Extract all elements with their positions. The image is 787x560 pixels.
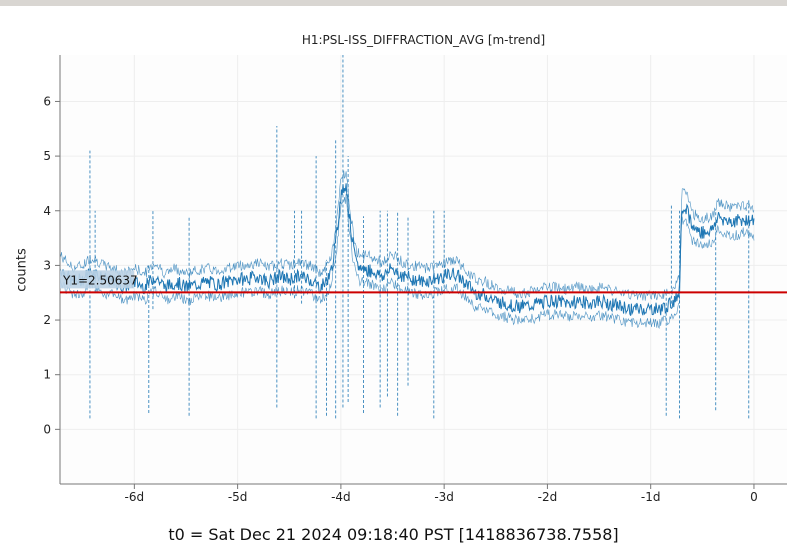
trace-mean-line: [59, 183, 755, 316]
grid-layer: [60, 55, 787, 484]
t0-reference-time: t0 = Sat Dec 21 2024 09:18:40 PST [14188…: [168, 525, 619, 544]
x-tick-label: -4d: [331, 490, 351, 504]
y-tick-label: 1: [43, 368, 51, 382]
trace-max-line: [59, 170, 755, 301]
window-top-strip: [0, 0, 787, 6]
x-tick-label: 0: [750, 490, 758, 504]
axis-layer: -6d -5d -4d -3d -2d -1d 0 0 1 2 3 4 5 6: [43, 55, 787, 504]
y1-cursor-label-box: [60, 270, 134, 289]
plot-title: H1:PSL-ISS_DIFFRACTION_AVG [m-trend]: [301, 33, 546, 47]
x-tick-label: -2d: [538, 490, 558, 504]
trace-min-line: [59, 193, 755, 330]
y-tick-label: 5: [43, 149, 51, 163]
plot-area[interactable]: [60, 55, 787, 484]
y-tick-label: 2: [43, 313, 51, 327]
y1-cursor-label: Y1=2.50637: [62, 273, 138, 287]
x-tick-label: -1d: [641, 490, 661, 504]
x-tick-label: -3d: [434, 490, 454, 504]
trace-layer: [59, 55, 755, 419]
x-tick-label: -5d: [228, 490, 248, 504]
cursor-layer[interactable]: Y1=2.50637: [60, 270, 787, 294]
y-tick-label: 6: [43, 94, 51, 108]
x-tick-label: -6d: [125, 490, 145, 504]
y-tick-label: 0: [43, 422, 51, 436]
y-tick-label: 4: [43, 204, 51, 218]
y-tick-label: 3: [43, 258, 51, 272]
